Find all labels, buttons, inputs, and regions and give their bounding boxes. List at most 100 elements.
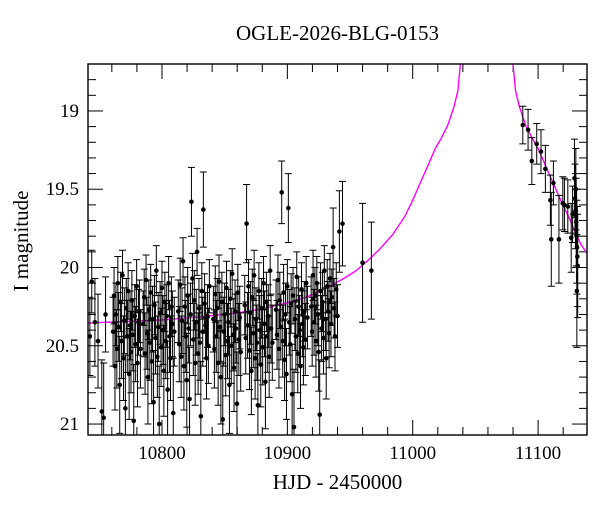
data-point (149, 359, 154, 364)
data-point (330, 244, 336, 250)
data-point (192, 298, 197, 303)
data-point (134, 283, 139, 289)
data-point (166, 280, 171, 286)
data-point (266, 354, 272, 360)
data-point (145, 374, 151, 380)
data-point (170, 321, 175, 327)
data-point (180, 258, 186, 264)
data-point (202, 301, 207, 306)
data-point (317, 412, 322, 417)
data-point (226, 319, 231, 325)
data-point (286, 205, 291, 211)
data-point (326, 330, 332, 336)
data-point (193, 319, 199, 325)
data-point (235, 290, 241, 295)
data-point (92, 319, 98, 325)
data-point (282, 357, 287, 363)
data-point (247, 348, 252, 353)
data-point (327, 276, 333, 281)
data-point (337, 229, 342, 234)
data-point (187, 396, 192, 402)
data-point (190, 276, 195, 281)
data-point (198, 413, 204, 419)
model-curve (88, 64, 587, 324)
data-point (260, 345, 265, 350)
data-point (204, 355, 209, 361)
x-tick-label: 11000 (389, 443, 436, 464)
data-point (281, 290, 286, 295)
data-point (152, 302, 157, 308)
data-point (233, 326, 239, 331)
data-point (229, 271, 235, 277)
data-point (332, 334, 338, 339)
data-point (316, 349, 321, 355)
data-point (292, 316, 298, 322)
data-point (114, 346, 120, 352)
data-point (262, 321, 267, 327)
data-point (335, 313, 340, 319)
data-point (310, 273, 316, 278)
data-point (212, 291, 218, 297)
x-tick-label: 11100 (515, 443, 561, 464)
data-point (99, 409, 105, 414)
data-point (529, 158, 535, 164)
data-point (263, 379, 268, 385)
data-point (126, 371, 132, 377)
data-point (261, 280, 266, 286)
y-tick-label: 20 (60, 258, 79, 279)
data-point (520, 122, 526, 128)
data-point (128, 349, 134, 355)
data-point (171, 329, 177, 334)
data-point (165, 387, 170, 392)
data-point (207, 283, 212, 289)
data-point (543, 166, 548, 172)
data-point (232, 309, 238, 314)
data-point (331, 305, 337, 311)
data-point (360, 260, 365, 266)
data-point (196, 305, 202, 311)
data-point (161, 368, 167, 374)
data-point (123, 406, 128, 411)
data-point (101, 415, 106, 421)
data-point (121, 355, 126, 361)
data-point (183, 334, 189, 339)
data-point (220, 417, 226, 422)
x-axis-label: HJD - 2450000 (272, 470, 403, 494)
data-point (321, 335, 326, 341)
data-point (254, 340, 260, 345)
data-point (242, 302, 248, 308)
data-point (325, 309, 331, 314)
data-point (186, 326, 191, 331)
data-point (258, 362, 264, 367)
data-point (302, 337, 308, 342)
data-point (111, 293, 117, 298)
data-point (279, 190, 285, 195)
x-tick-label: 10900 (264, 443, 312, 464)
data-point (290, 293, 296, 298)
y-tick-label: 19.5 (46, 179, 79, 200)
data-point (238, 349, 244, 355)
data-point (112, 363, 118, 369)
data-point (318, 288, 323, 294)
data-point (131, 418, 137, 424)
data-point (243, 335, 249, 341)
data-point (189, 199, 194, 205)
data-point (251, 273, 257, 278)
data-point (276, 346, 282, 352)
data-point (218, 374, 224, 380)
data-point (88, 334, 93, 339)
data-point (212, 346, 217, 352)
data-point (250, 330, 256, 336)
data-point (117, 382, 123, 388)
data-point (142, 351, 148, 356)
data-point (248, 310, 253, 316)
x-tick-label: 10800 (138, 443, 186, 464)
data-point (277, 298, 283, 303)
data-point (150, 316, 155, 322)
data-point (575, 263, 581, 269)
data-point (195, 351, 201, 356)
data-point (159, 285, 165, 291)
data-point (534, 141, 540, 147)
